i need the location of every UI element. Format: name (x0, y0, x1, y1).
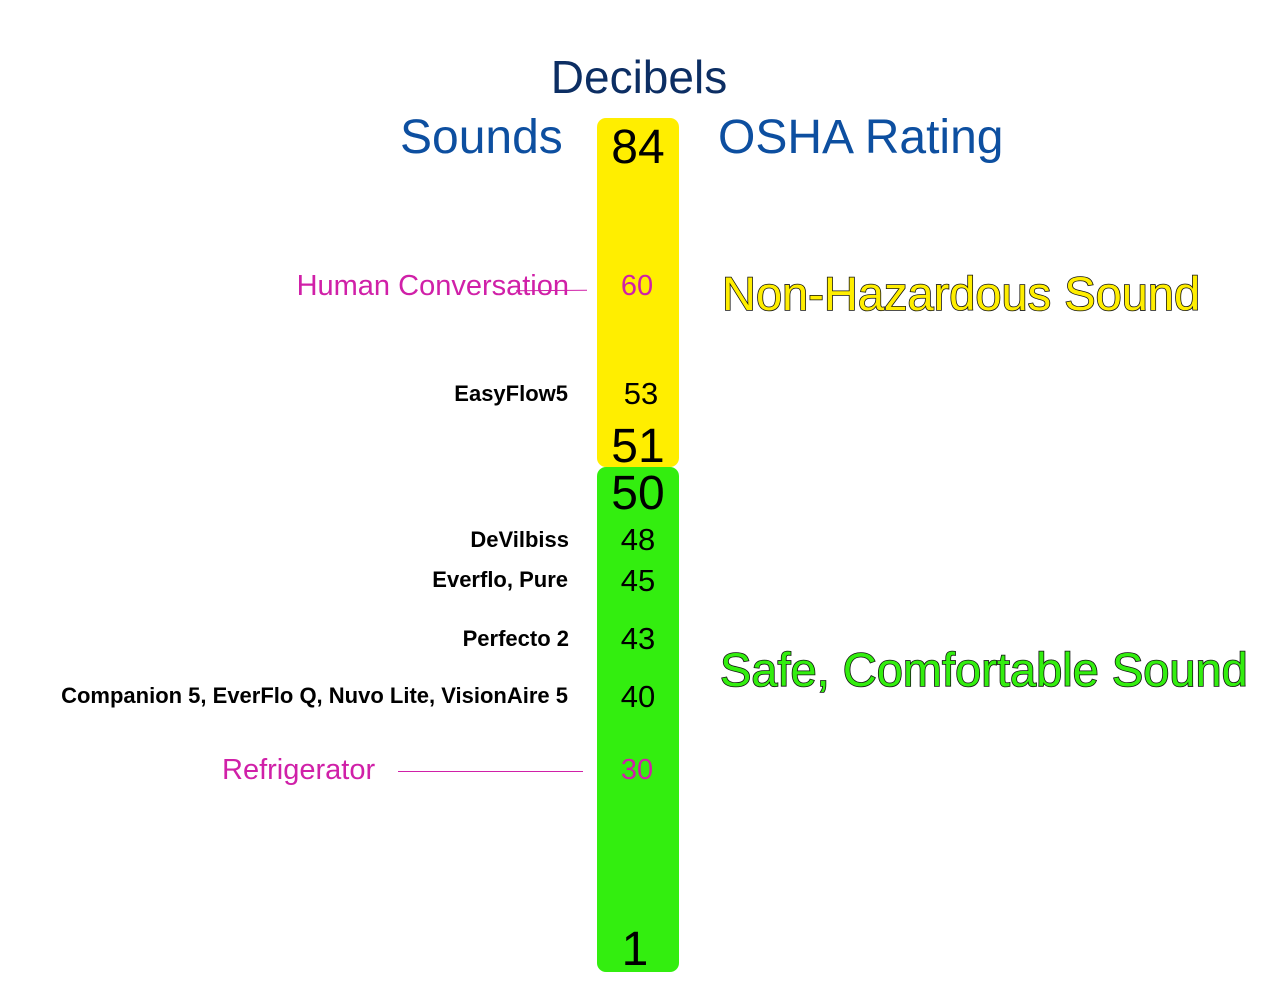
safe-zone-bar (597, 467, 679, 972)
device-value: 43 (620, 621, 656, 656)
device-label: Everflo, Pure (432, 567, 568, 592)
device-label: Companion 5, EverFlo Q, Nuvo Lite, Visio… (61, 683, 568, 708)
device-label: DeVilbiss (470, 527, 569, 552)
osha-rating-header: OSHA Rating (718, 111, 1004, 164)
device-label: EasyFlow5 (454, 381, 568, 406)
sounds-header: Sounds (400, 111, 563, 164)
non-hazardous-zone-bar (597, 118, 679, 467)
reference-sound-value: 60 (620, 270, 654, 302)
device-label: Perfecto 2 (462, 626, 569, 651)
scale-top-value: 84 (611, 121, 665, 174)
reference-sound-value: 30 (620, 754, 654, 786)
connector-line (398, 771, 583, 772)
device-value: 48 (620, 522, 656, 557)
chart-title: Decibels (550, 51, 728, 103)
reference-sound-label: Human Conversation (296, 270, 569, 302)
yellow-zone-bottom-value: 51 (611, 420, 665, 473)
scale-bottom-value: 1 (621, 923, 649, 976)
device-value: 45 (620, 563, 656, 598)
safe-rating-label: Safe, Comfortable Sound (719, 643, 1248, 696)
reference-sound-label: Refrigerator (222, 754, 376, 786)
device-value: 53 (623, 376, 659, 411)
green-zone-top-value: 50 (611, 467, 665, 520)
non-hazardous-rating-label: Non-Hazardous Sound (721, 267, 1201, 320)
device-value: 40 (620, 679, 656, 714)
